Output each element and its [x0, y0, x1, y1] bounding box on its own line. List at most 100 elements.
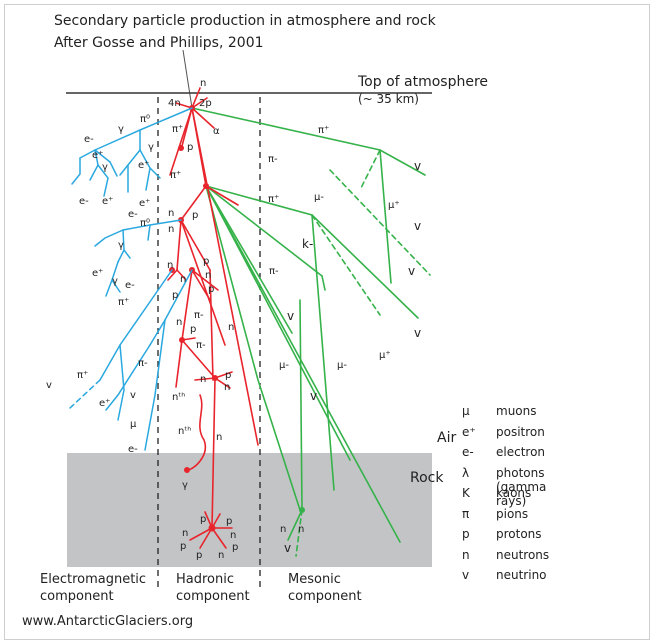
particle-label: γ: [118, 124, 124, 135]
particle-label: e⁺: [138, 160, 149, 171]
particle-label: n: [298, 524, 304, 535]
hadronic-interaction-point: [184, 467, 190, 473]
hadronic-interaction-point: [179, 337, 185, 343]
particle-label: π⁺: [172, 124, 183, 135]
legend-meaning: protons: [496, 527, 542, 541]
particle-label: γ: [118, 240, 124, 251]
em-track: [118, 345, 124, 420]
em-track: [120, 150, 140, 175]
component-em-line1: Electromagnetic: [40, 571, 146, 588]
hadronic-interaction-point: [203, 183, 209, 189]
component-mesonic: Mesonic component: [288, 571, 362, 605]
legend-symbol: K: [462, 486, 488, 500]
particle-label: e⁺: [92, 268, 103, 279]
particle-label: π-: [196, 340, 206, 351]
hadronic-interaction-point: [178, 145, 184, 151]
legend-meaning: kaons: [496, 486, 531, 500]
source-link[interactable]: www.AntarcticGlaciers.org: [22, 614, 193, 629]
particle-label: n: [180, 274, 186, 285]
particle-label: e⁺: [99, 398, 110, 409]
particle-label: n: [280, 524, 286, 535]
mesonic-track: [206, 186, 418, 318]
em-track: [106, 345, 150, 410]
particle-label: π⁺: [77, 370, 88, 381]
particle-label: π-: [268, 154, 278, 165]
particle-label: μ-: [337, 360, 347, 371]
particle-label: p: [203, 256, 209, 267]
particle-label: p: [200, 514, 206, 525]
hadronic-interaction-point: [212, 375, 218, 381]
particle-label: n: [205, 270, 211, 281]
particle-label: v: [414, 219, 421, 233]
particle-label: π⁺: [268, 194, 279, 205]
hadronic-track: [212, 528, 226, 548]
particle-label: e-: [84, 134, 94, 145]
particle-label: n: [216, 432, 222, 443]
particle-label: e-: [79, 196, 89, 207]
particle-label: e-: [128, 444, 138, 455]
component-mesonic-line2: component: [288, 588, 362, 605]
particle-label: nᵗʰ: [172, 392, 185, 403]
particle-label: v: [408, 264, 415, 278]
mesonic-track: [312, 215, 380, 315]
particle-label: v: [287, 309, 294, 323]
particle-label: π-: [138, 358, 148, 369]
particle-label: p: [190, 324, 196, 335]
particle-label: μ-: [279, 360, 289, 371]
particle-label: π⁰: [140, 218, 150, 229]
hadronic-track: [212, 378, 215, 528]
particle-label: π⁺: [170, 170, 181, 181]
particle-label: n: [230, 530, 236, 541]
mesonic-track: [300, 300, 302, 510]
particle-label: μ-: [314, 192, 324, 203]
legend-symbol: e-: [462, 445, 488, 459]
particle-label: v: [130, 390, 136, 401]
mesonic-track: [360, 150, 380, 190]
particle-label: e⁺: [102, 196, 113, 207]
particle-label: 2p: [199, 98, 212, 109]
title-pointer-line: [183, 50, 192, 108]
mesonic-track: [312, 215, 334, 490]
legend-symbol: λ: [462, 466, 488, 480]
particle-label: p: [232, 542, 238, 553]
mesonic-track: [380, 150, 391, 283]
particle-label: n: [200, 78, 206, 89]
hadronic-track: [192, 108, 258, 445]
particle-label: e-: [125, 280, 135, 291]
particle-label: n: [200, 374, 206, 385]
particle-label: v: [414, 159, 421, 173]
legend-symbol: n: [462, 548, 488, 562]
particle-label: γ: [102, 162, 108, 173]
particle-label: n: [224, 382, 230, 393]
particle-label: v: [414, 326, 421, 340]
em-track: [70, 380, 100, 408]
particle-label: e⁺: [92, 150, 103, 161]
legend-symbol: π: [462, 507, 488, 521]
legend-symbol: e⁺: [462, 425, 488, 439]
hadronic-track: [177, 220, 181, 270]
particle-label: p: [187, 142, 193, 153]
particle-label: π⁺: [118, 297, 129, 308]
particle-label: γ: [112, 276, 118, 287]
mesonic-track: [192, 108, 425, 175]
particle-label: μ: [130, 419, 137, 430]
legend-symbol: p: [462, 527, 488, 541]
particle-label: γ: [148, 142, 154, 153]
particle-label: e-: [128, 209, 138, 220]
mesonic-track: [322, 276, 325, 290]
particle-label: γ: [182, 480, 188, 491]
component-electromagnetic: Electromagnetic component: [40, 571, 146, 605]
particle-label: μ⁺: [388, 200, 400, 211]
particle-label: π-: [269, 266, 279, 277]
em-track: [124, 250, 130, 258]
particle-label: n: [168, 224, 174, 235]
legend-meaning: positron: [496, 425, 545, 439]
legend-meaning: pions: [496, 507, 528, 521]
particle-label: 4n: [168, 98, 181, 109]
particle-label: α: [213, 126, 220, 137]
particle-label: p: [172, 290, 178, 301]
particle-label: n: [176, 317, 182, 328]
particle-label: e⁺: [139, 198, 150, 209]
mesonic-track: [206, 186, 322, 276]
particle-label: π⁺: [318, 125, 329, 136]
